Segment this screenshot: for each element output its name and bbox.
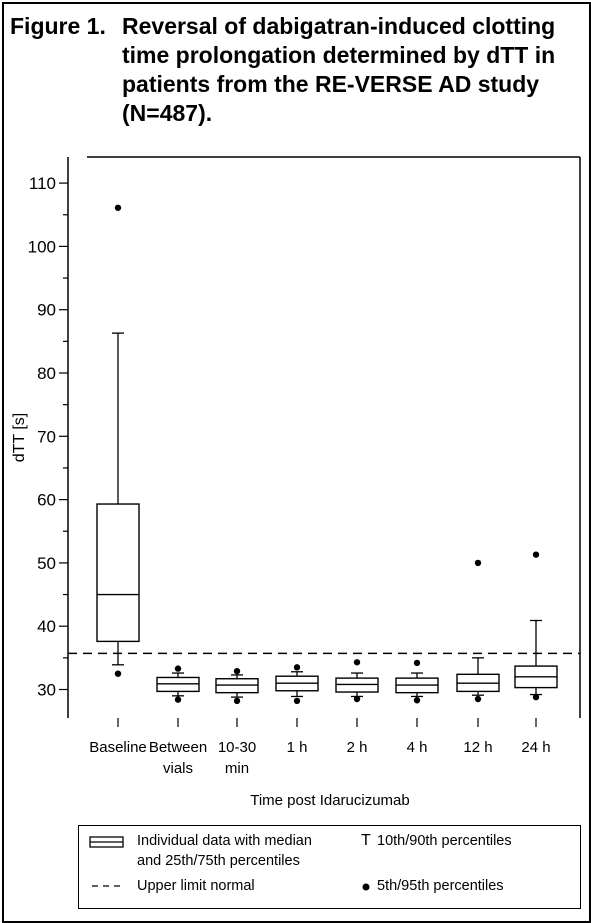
y-tick-label: 100 xyxy=(28,237,56,256)
x-tick-label: vials xyxy=(163,760,193,777)
x-tick-label: Between xyxy=(149,739,207,756)
x-tick-label: 4 h xyxy=(407,739,428,756)
y-tick-label: 60 xyxy=(37,491,56,510)
p95-point xyxy=(413,659,421,667)
legend-box-label-1: Individual data with median xyxy=(137,833,312,849)
x-tick-label: 1 h xyxy=(287,739,308,756)
legend: Individual data with median and 25th/75t… xyxy=(78,825,581,909)
y-tick-label: 80 xyxy=(37,364,56,383)
p5-point xyxy=(174,696,182,703)
p5-point xyxy=(293,697,301,705)
legend-dot-label: 5th/95th percentiles xyxy=(377,878,504,894)
p95-point xyxy=(233,667,241,675)
legend-whisker-label: 10th/90th percentiles xyxy=(377,833,512,849)
p5-point xyxy=(474,695,482,703)
y-tick-label: 70 xyxy=(37,427,56,446)
x-tick-label: 24 h xyxy=(521,739,550,756)
y-tick-label: 50 xyxy=(37,554,56,573)
p5-point xyxy=(233,697,241,705)
x-tick-label: 2 h xyxy=(347,739,368,756)
p95-point xyxy=(353,659,361,666)
p95-point xyxy=(174,665,182,672)
legend-box-swatch xyxy=(89,836,124,848)
y-axis-label: dTT [s] xyxy=(11,413,28,463)
legend-dot xyxy=(362,883,370,891)
x-tick-label: 12 h xyxy=(463,739,492,756)
p95-point xyxy=(114,204,122,211)
y-tick-label: 40 xyxy=(37,617,56,636)
p5-point xyxy=(413,697,421,704)
p5-point xyxy=(353,695,361,703)
y-tick-label: 90 xyxy=(37,301,56,320)
iqr-box xyxy=(96,503,140,643)
figure-number: Figure 1. xyxy=(10,13,106,39)
y-tick-label: 110 xyxy=(29,174,56,193)
figure-caption: Reversal of dabigatran-induced clotting … xyxy=(122,13,556,126)
box-plot-chart: 30 40 50 60 70 80 90 100 110 dTT [s] Baseline Betwe… xyxy=(11,156,581,809)
x-tick-label: 10-30 xyxy=(218,739,256,756)
p95-point xyxy=(532,551,540,558)
p95-point xyxy=(474,559,482,567)
legend-box-label-2: and 25th/75th percentiles xyxy=(137,853,300,869)
y-tick-label: 30 xyxy=(37,681,56,700)
x-axis-label: Time post Idarucizumab xyxy=(250,792,410,809)
legend-whisker-symbol: T xyxy=(361,832,371,849)
p5-point xyxy=(532,693,540,701)
x-tick-label: Baseline xyxy=(89,739,147,756)
legend-dashed-line xyxy=(92,885,125,887)
p95-point xyxy=(293,664,301,671)
x-tick-label: min xyxy=(225,760,249,777)
p5-point xyxy=(114,670,122,677)
legend-line-label: Upper limit normal xyxy=(137,878,255,894)
